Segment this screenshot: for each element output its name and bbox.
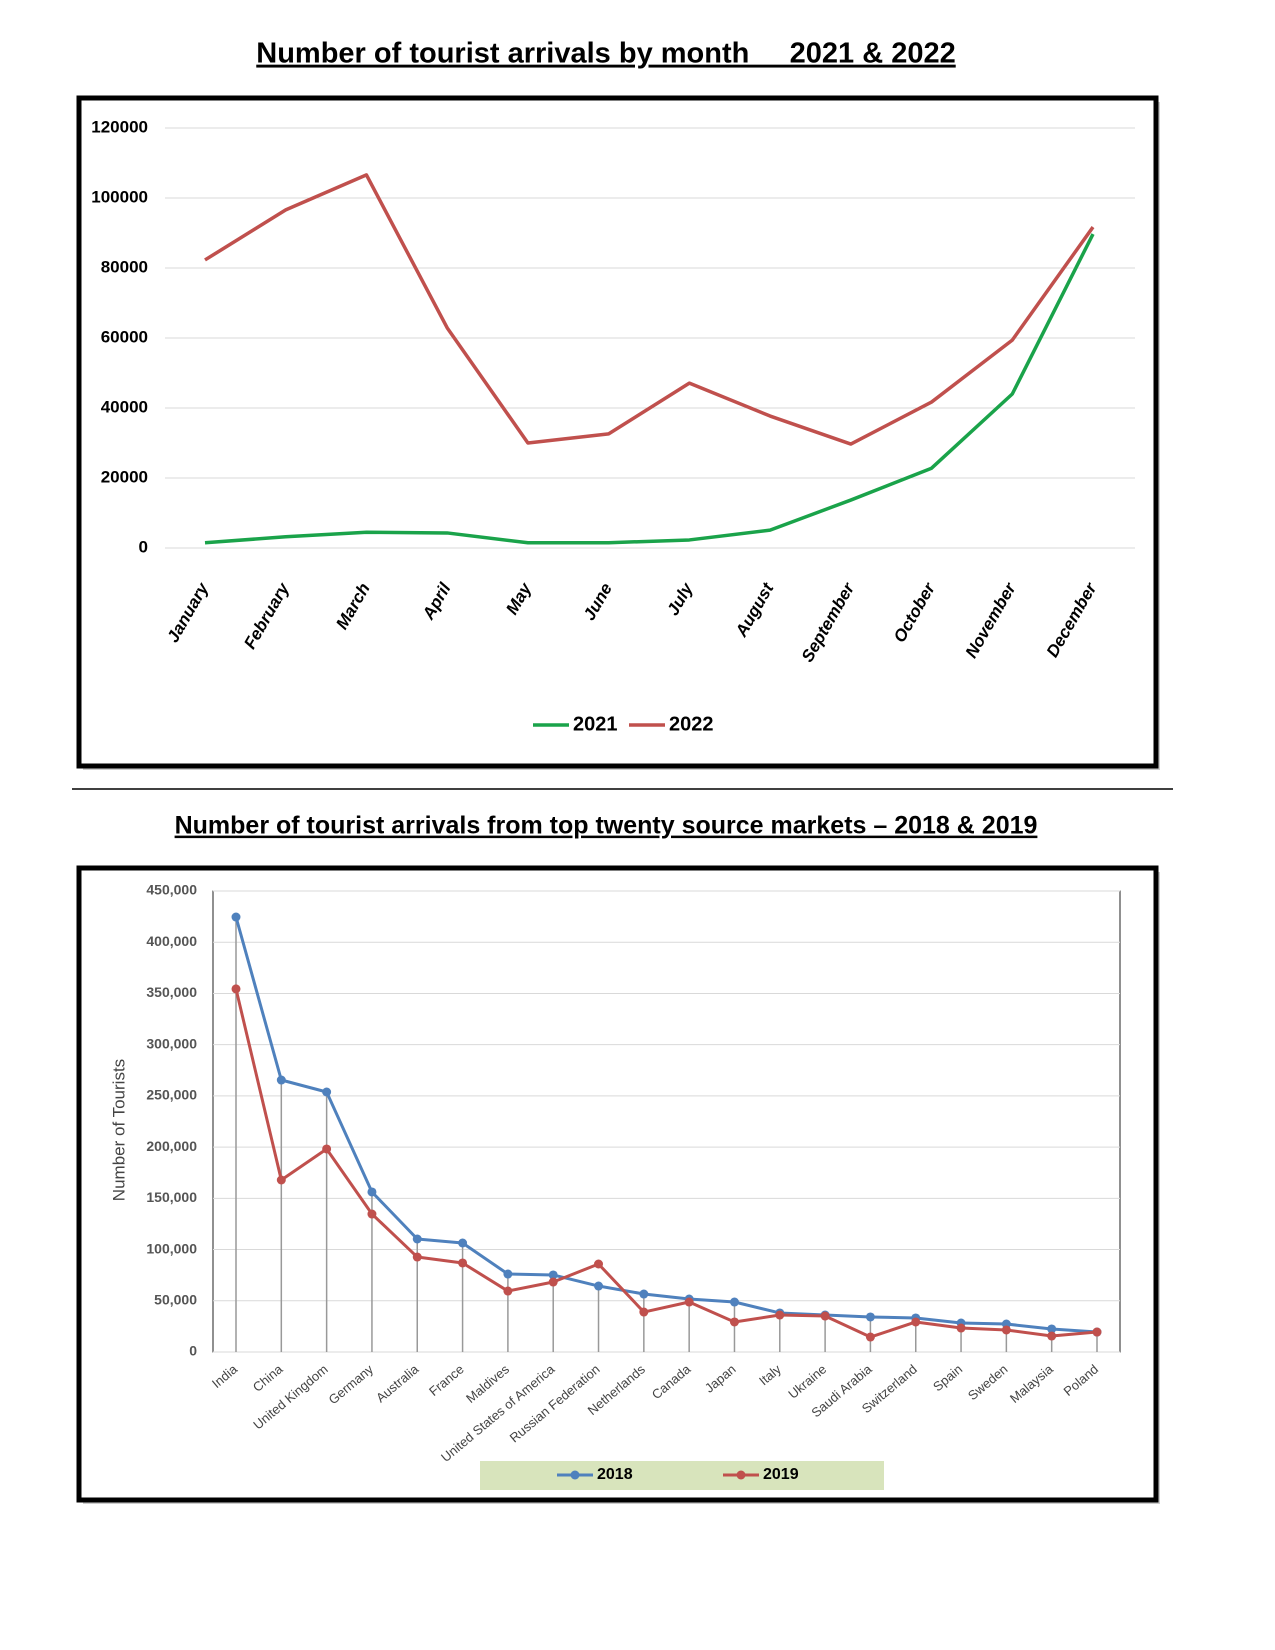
marker <box>276 1075 286 1085</box>
y-tick-label: 450,000 <box>146 882 197 898</box>
series-line <box>204 173 1095 446</box>
legend-label: 2021 <box>573 713 618 735</box>
y-tick-label: 0 <box>189 1343 197 1359</box>
marker <box>276 1175 286 1185</box>
marker <box>820 1311 830 1321</box>
marker <box>729 1317 739 1327</box>
marker <box>639 1307 649 1317</box>
y-tick-label: 80000 <box>101 257 148 276</box>
y-tick-label: 250,000 <box>146 1087 197 1103</box>
marker <box>322 1087 332 1097</box>
marker <box>956 1323 966 1333</box>
marker <box>503 1286 513 1296</box>
marker <box>911 1317 921 1327</box>
y-tick-label: 0 <box>139 537 148 556</box>
y-tick-label: 120000 <box>91 117 148 136</box>
marker <box>594 1259 604 1269</box>
y-tick-label: 350,000 <box>146 984 197 1000</box>
marker <box>548 1277 558 1287</box>
series-line <box>204 233 1095 545</box>
marker <box>367 1209 377 1219</box>
marker <box>1047 1331 1057 1341</box>
y-tick-label: 150,000 <box>146 1189 197 1205</box>
series-line <box>234 988 1098 1339</box>
legend-box <box>480 1461 884 1490</box>
legend-label: 2022 <box>669 713 714 735</box>
y-tick-label: 40000 <box>101 397 148 416</box>
marker <box>1001 1325 1011 1335</box>
y-tick-label: 400,000 <box>146 933 197 949</box>
marker <box>458 1258 468 1268</box>
marker <box>503 1269 513 1279</box>
y-tick-label: 200,000 <box>146 1138 197 1154</box>
marker <box>1047 1324 1057 1334</box>
marker <box>775 1310 785 1320</box>
marker <box>231 984 241 994</box>
marker <box>548 1270 558 1280</box>
marker <box>412 1252 422 1262</box>
marker <box>322 1144 332 1154</box>
marker <box>865 1312 875 1322</box>
y-tick-label: 20000 <box>101 467 148 486</box>
marker <box>458 1238 468 1248</box>
y-tick-label: 100000 <box>91 187 148 206</box>
marker <box>639 1289 649 1299</box>
legend-marker <box>570 1470 580 1480</box>
y-axis-label: Number of Tourists <box>109 1059 128 1201</box>
y-tick-label: 300,000 <box>146 1035 197 1051</box>
marker <box>865 1332 875 1342</box>
marker <box>231 912 241 922</box>
marker <box>594 1281 604 1291</box>
y-tick-label: 50,000 <box>154 1291 197 1307</box>
marker <box>684 1297 694 1307</box>
chart-title: Number of tourist arrivals from top twen… <box>175 812 1038 840</box>
y-tick-label: 100,000 <box>146 1240 197 1256</box>
legend-label: 2019 <box>763 1466 799 1483</box>
chart-frame <box>76 95 1159 769</box>
chart-frame <box>76 865 1159 1503</box>
y-tick-label: 60000 <box>101 327 148 346</box>
chart-title: Number of tourist arrivals by month 2021… <box>256 38 955 70</box>
marker <box>412 1234 422 1244</box>
marker <box>1092 1327 1102 1337</box>
marker <box>367 1187 377 1197</box>
marker <box>729 1297 739 1307</box>
legend-marker <box>736 1470 746 1480</box>
legend-label: 2018 <box>597 1466 633 1483</box>
series-line <box>234 916 1098 1334</box>
